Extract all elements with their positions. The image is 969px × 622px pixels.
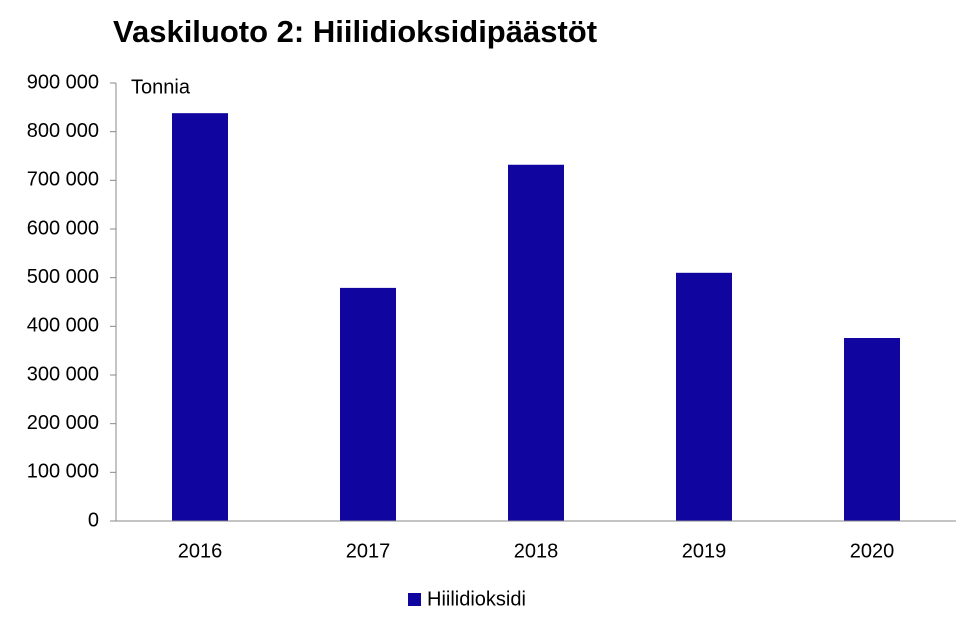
- bar: [508, 164, 564, 521]
- bar: [676, 272, 732, 521]
- x-tick-label: 2018: [514, 540, 559, 562]
- y-tick-label: 500 000: [27, 266, 99, 288]
- y-tick-label: 300 000: [27, 363, 99, 385]
- y-tick-label: 200 000: [27, 412, 99, 434]
- legend-swatch: [408, 593, 421, 606]
- bar: [172, 113, 228, 521]
- y-tick-label: 700 000: [27, 169, 99, 191]
- y-tick-label: 600 000: [27, 217, 99, 239]
- y-tick-label: 100 000: [27, 461, 99, 483]
- bar: [340, 287, 396, 521]
- y-tick-label: 400 000: [27, 315, 99, 337]
- chart-title: Vaskiluoto 2: Hiilidioksidipäästöt: [113, 14, 597, 49]
- y-tick-label: 0: [88, 509, 99, 531]
- x-tick-label: 2019: [682, 540, 727, 562]
- bar: [844, 338, 900, 521]
- y-axis-label: Tonnia: [131, 76, 191, 98]
- y-tick-label: 900 000: [27, 71, 99, 93]
- y-tick-label: 800 000: [27, 120, 99, 142]
- x-tick-label: 2017: [346, 540, 391, 562]
- x-tick-label: 2020: [850, 540, 895, 562]
- x-tick-label: 2016: [178, 540, 223, 562]
- legend-label: Hiilidioksidi: [427, 588, 526, 610]
